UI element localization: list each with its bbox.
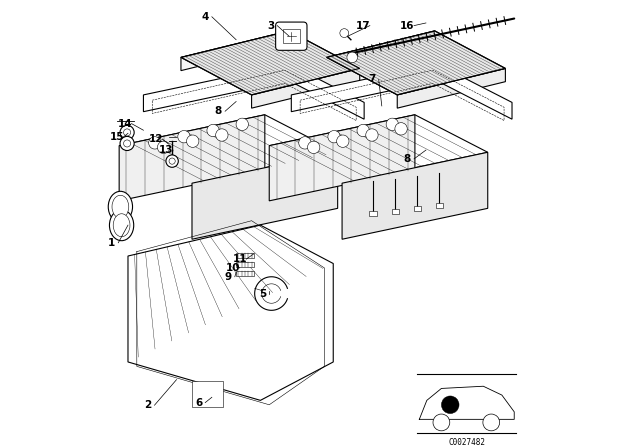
Polygon shape	[143, 64, 364, 119]
Text: 1: 1	[108, 238, 115, 248]
Bar	[236, 271, 254, 276]
Text: 8: 8	[215, 106, 222, 116]
Circle shape	[299, 137, 311, 149]
Text: 2: 2	[144, 400, 152, 410]
Text: 12: 12	[148, 134, 163, 144]
Polygon shape	[192, 152, 338, 239]
Polygon shape	[291, 64, 512, 119]
Text: 5: 5	[259, 289, 266, 298]
Circle shape	[442, 396, 459, 414]
Polygon shape	[119, 115, 338, 183]
Text: 4: 4	[202, 12, 209, 22]
Circle shape	[207, 125, 220, 137]
Circle shape	[120, 125, 134, 139]
Circle shape	[169, 158, 175, 164]
Circle shape	[365, 129, 378, 141]
Text: 17: 17	[356, 21, 371, 30]
Circle shape	[328, 130, 340, 143]
Circle shape	[148, 137, 161, 149]
Polygon shape	[128, 225, 333, 401]
Polygon shape	[181, 31, 360, 95]
Text: 3: 3	[267, 21, 274, 30]
Text: 15: 15	[109, 132, 124, 142]
Bar	[392, 209, 399, 214]
Circle shape	[186, 135, 199, 147]
Polygon shape	[269, 115, 415, 201]
Circle shape	[124, 129, 131, 136]
Text: 7: 7	[369, 74, 376, 85]
Text: C0027482: C0027482	[448, 438, 485, 447]
Text: 13: 13	[159, 145, 173, 155]
Circle shape	[157, 141, 170, 154]
Polygon shape	[397, 69, 506, 108]
Circle shape	[120, 136, 134, 151]
Text: 8: 8	[404, 154, 411, 164]
Circle shape	[433, 414, 450, 431]
Circle shape	[347, 52, 358, 63]
Text: 11: 11	[232, 254, 247, 264]
Text: 10: 10	[226, 263, 240, 273]
Ellipse shape	[109, 210, 134, 241]
Circle shape	[307, 141, 320, 154]
Polygon shape	[181, 31, 289, 71]
Circle shape	[178, 130, 190, 143]
Circle shape	[386, 118, 399, 130]
Circle shape	[483, 414, 500, 431]
Ellipse shape	[108, 191, 132, 222]
Bar	[236, 262, 254, 267]
Bar	[192, 381, 223, 407]
Bar	[436, 202, 443, 208]
Polygon shape	[252, 69, 360, 108]
Ellipse shape	[112, 195, 129, 218]
Bar	[369, 211, 376, 216]
Polygon shape	[326, 31, 506, 95]
Circle shape	[124, 140, 131, 147]
Circle shape	[337, 135, 349, 147]
Text: 16: 16	[400, 21, 415, 30]
Circle shape	[340, 29, 349, 38]
Circle shape	[395, 123, 407, 135]
Ellipse shape	[113, 214, 130, 237]
Text: 6: 6	[195, 397, 202, 408]
Bar	[283, 29, 300, 43]
Bar	[236, 253, 254, 258]
Bar	[413, 206, 420, 211]
Circle shape	[357, 125, 369, 137]
Text: 9: 9	[225, 272, 232, 282]
Polygon shape	[269, 115, 488, 183]
Circle shape	[216, 129, 228, 141]
Polygon shape	[119, 115, 265, 201]
Circle shape	[236, 118, 248, 130]
Polygon shape	[326, 31, 435, 71]
Circle shape	[166, 155, 179, 167]
Polygon shape	[342, 152, 488, 239]
FancyBboxPatch shape	[276, 22, 307, 50]
Text: 14: 14	[118, 119, 132, 129]
